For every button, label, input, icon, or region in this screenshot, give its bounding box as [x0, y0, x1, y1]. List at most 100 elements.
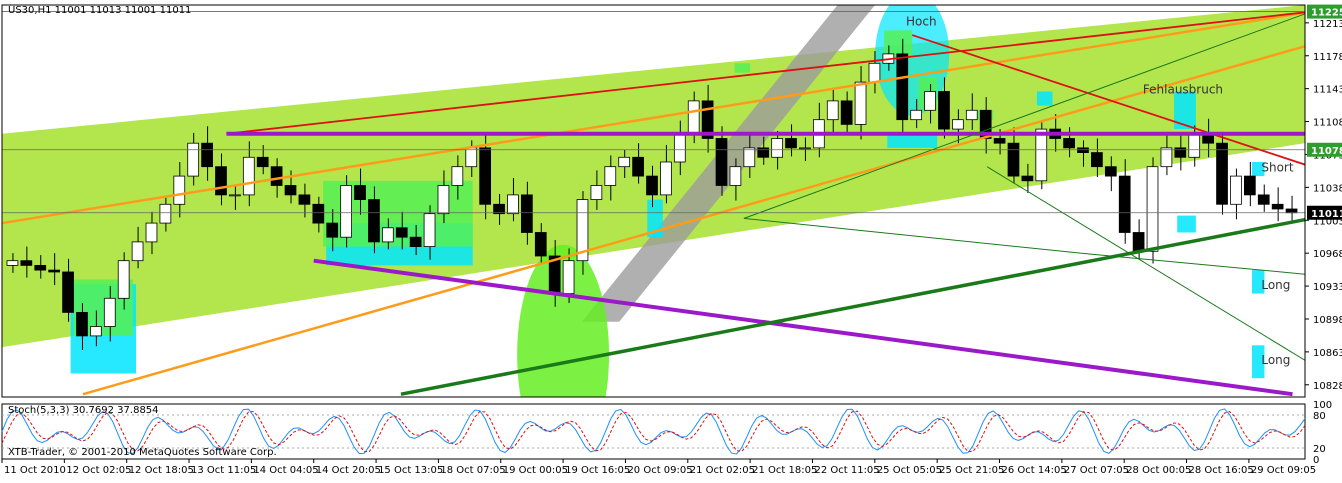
candle-body: [729, 166, 742, 186]
candle-body: [562, 260, 575, 294]
x-tick-label: 14 Oct 20:05: [316, 465, 381, 476]
candle-body: [242, 156, 255, 196]
zone-box: [1252, 345, 1265, 379]
candle-body: [1035, 128, 1048, 182]
candle-body: [62, 271, 74, 313]
candle-body: [215, 166, 227, 196]
candle-body: [604, 166, 617, 186]
candle-body: [354, 185, 366, 200]
zone-box: [1252, 161, 1265, 177]
candle-body: [757, 147, 770, 158]
candle-body: [340, 185, 352, 238]
price-tag-box: [1307, 142, 1342, 157]
candle-body: [701, 100, 714, 139]
candle-body: [785, 138, 797, 149]
candle-body: [1104, 166, 1117, 177]
zone-box: [887, 133, 938, 148]
x-tick-label: 14 Oct 04:05: [253, 465, 318, 476]
candle-body: [910, 109, 923, 121]
x-tick-label: 20 Oct 09:05: [627, 465, 692, 476]
green-fan-4: [986, 166, 1305, 361]
candle-body: [632, 156, 644, 177]
candle-body: [298, 194, 311, 205]
candle-body: [103, 297, 116, 327]
candle-body: [159, 203, 172, 224]
candle-body: [1077, 147, 1089, 153]
candle-body: [660, 161, 672, 196]
y-tick-label: 11108: [1313, 118, 1342, 129]
x-tick-label: 12 Oct 02:05: [66, 465, 131, 476]
osc-tick-label: 100: [1313, 400, 1332, 411]
x-tick-label: 18 Oct 07:05: [440, 465, 505, 476]
candle-body: [576, 199, 589, 262]
candle-body: [534, 232, 547, 257]
x-tick-label: 28 Oct 16:05: [1189, 465, 1254, 476]
y-tick-label: 11038: [1313, 183, 1342, 194]
candle-body: [381, 227, 394, 243]
orange-trendline-2: [82, 44, 1305, 396]
candle-body: [437, 185, 450, 215]
candle-body: [1160, 147, 1173, 168]
candle-body: [1007, 142, 1020, 177]
candle-body: [618, 156, 631, 168]
candle-body: [395, 227, 408, 238]
candle-body: [1063, 138, 1075, 149]
red-trendline-top: [226, 11, 1305, 135]
chart-annotation: Short: [1261, 160, 1293, 174]
candle-body: [131, 241, 144, 262]
candle-body: [1021, 175, 1034, 182]
y-tick-label: 10898: [1313, 315, 1342, 326]
x-tick-label: 29 Oct 09:05: [1251, 465, 1316, 476]
candle-body: [6, 260, 19, 266]
candle-body: [868, 62, 881, 83]
zone-box: [1036, 91, 1053, 106]
y-tick-label: 11178: [1313, 52, 1342, 63]
candle-body: [493, 203, 505, 215]
chart-annotation: Fehlausbruch: [1143, 82, 1223, 96]
candle-body: [229, 194, 241, 197]
candle-body: [201, 142, 213, 168]
candle-body: [479, 147, 492, 205]
candle-body: [1132, 232, 1145, 252]
x-tick-label: 11 Oct 2010: [4, 465, 66, 476]
candle-body: [187, 142, 200, 177]
candle-body: [743, 147, 756, 168]
candle-body: [715, 138, 728, 186]
candle-body: [1285, 208, 1298, 214]
candle-body: [590, 185, 603, 200]
candle-body: [76, 311, 88, 337]
candle-body: [284, 185, 297, 196]
candle-body: [896, 53, 909, 121]
candle-body: [924, 91, 936, 111]
x-tick-label: 27 Oct 07:05: [1064, 465, 1129, 476]
candle-body: [90, 326, 102, 337]
x-tick-label: 25 Oct 05:05: [877, 465, 942, 476]
trendline-layer: [2, 11, 1305, 397]
price-panel-frame: [1, 4, 1306, 398]
candle-body: [840, 100, 853, 125]
candle-body: [687, 100, 700, 135]
green-fan-3: [1080, 252, 1305, 275]
price-tag-label: 11225: [1311, 8, 1342, 19]
axes-layer: 1121311178111431110811073110381100310968…: [1, 4, 1342, 476]
zone-box: [1252, 270, 1265, 294]
candle-body: [1243, 175, 1256, 196]
y-tick-label: 10968: [1313, 249, 1342, 260]
orange-trendline-1: [2, 11, 1305, 225]
candle-body: [256, 156, 269, 168]
x-tick-label: 19 Oct 16:05: [565, 465, 630, 476]
copyright-text: XTB-Trader, © 2001-2010 MetaQuotes Softw…: [8, 447, 277, 458]
stoch-k-line: [1, 408, 1306, 455]
candle-body: [1230, 175, 1242, 205]
candle-body: [1091, 152, 1103, 168]
x-tick-label: 28 Oct 00:05: [1126, 465, 1191, 476]
candle-body: [826, 100, 839, 121]
candle-body: [979, 109, 992, 139]
y-tick-label: 10933: [1313, 282, 1342, 293]
osc-tick-label: 80: [1313, 411, 1326, 422]
y-tick-label: 11003: [1313, 216, 1342, 227]
chart-annotation: Hoch: [906, 15, 937, 29]
candle-body: [423, 213, 436, 247]
